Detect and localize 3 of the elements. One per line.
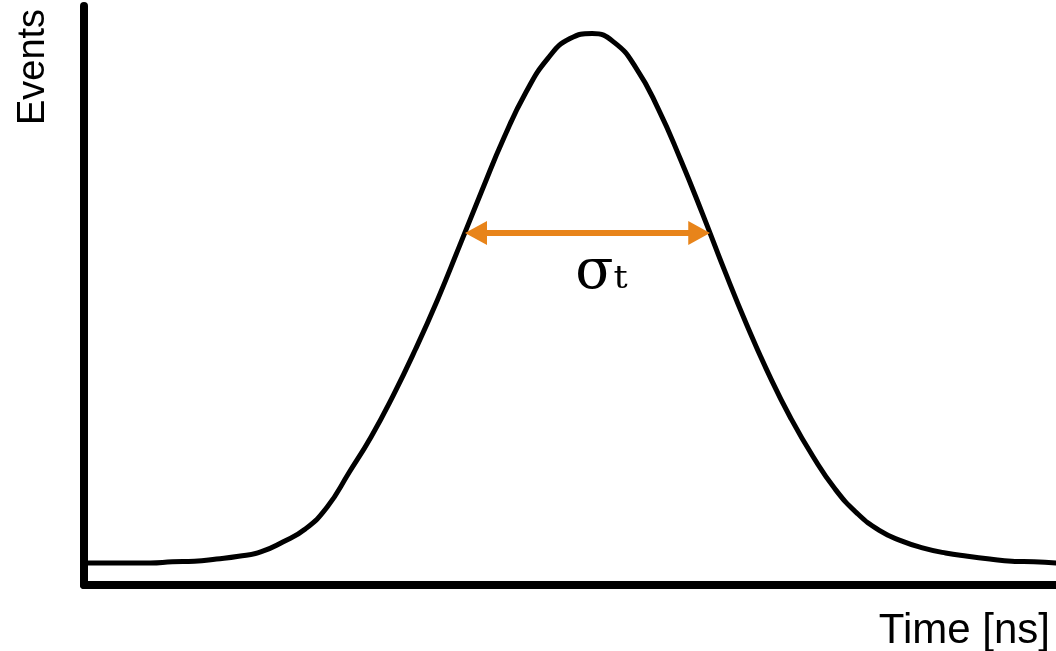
annotation: σₜ xyxy=(575,236,628,301)
x-axis-title: Time [ns] xyxy=(878,604,1050,651)
y-axis-title: Events xyxy=(10,8,52,126)
